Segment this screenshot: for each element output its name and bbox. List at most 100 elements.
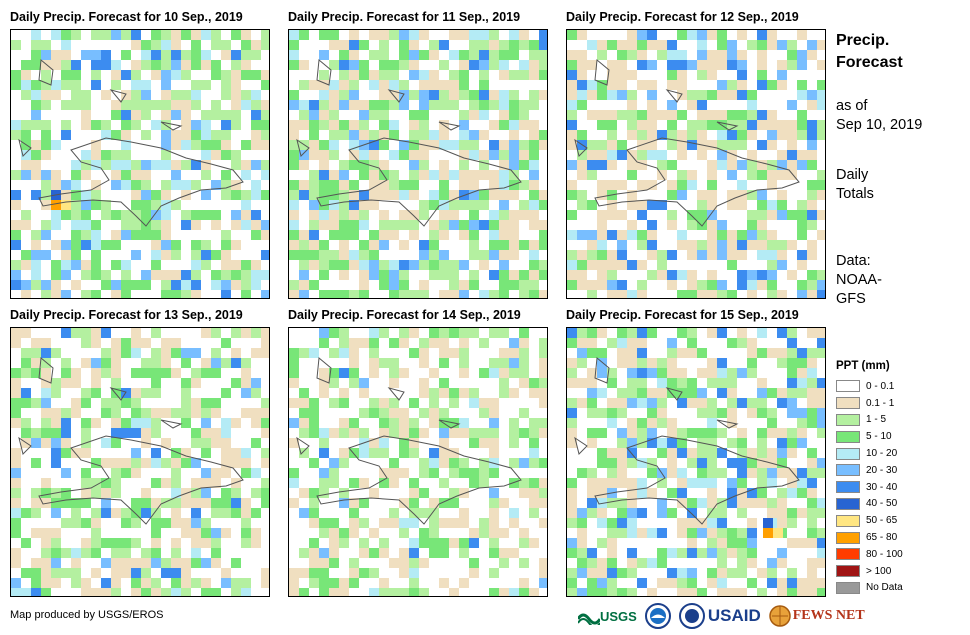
precip-cell [41, 528, 51, 538]
precip-cell [11, 588, 21, 596]
precip-cell [539, 398, 547, 408]
precip-cell [191, 260, 201, 270]
precip-cell [201, 488, 211, 498]
precip-cell [777, 150, 787, 160]
precip-cell [757, 488, 767, 498]
precip-cell [211, 110, 221, 120]
precip-cell [519, 458, 529, 468]
precip-cell [191, 488, 201, 498]
precip-cell [419, 338, 429, 348]
precip-cell [617, 260, 627, 270]
precip-cell [359, 290, 369, 298]
precip-cell [369, 408, 379, 418]
precip-cell [211, 588, 221, 596]
precip-cell [727, 160, 737, 170]
forecast-panel-1: Daily Precip. Forecast for 10 Sep., 2019 [10, 10, 270, 299]
precip-cell [261, 488, 269, 498]
precip-cell [11, 408, 21, 418]
precip-cell [21, 150, 31, 160]
precip-cell [181, 568, 191, 578]
precip-cell [727, 50, 737, 60]
precip-cell [677, 80, 687, 90]
precip-cell [241, 378, 251, 388]
precip-cell [607, 468, 617, 478]
precip-cell [101, 328, 111, 338]
precip-cell [529, 60, 539, 70]
precip-cell [667, 378, 677, 388]
precip-cell [111, 508, 121, 518]
legend-label: 50 - 65 [866, 515, 898, 527]
precip-cell [627, 418, 637, 428]
precip-cell [459, 458, 469, 468]
data-source-note: Data: NOAA- GFS [836, 252, 882, 309]
precip-cell [161, 130, 171, 140]
precip-cell [777, 80, 787, 90]
precip-cell [161, 80, 171, 90]
precip-cell [289, 120, 299, 130]
precip-cell [637, 348, 647, 358]
precip-cell [151, 558, 161, 568]
precip-cell [707, 328, 717, 338]
precip-cell [817, 210, 825, 220]
precip-cell [91, 240, 101, 250]
usaid-seal-icon [678, 603, 705, 629]
precip-cell [21, 388, 31, 398]
precip-cell [627, 30, 637, 40]
precip-cell [299, 588, 309, 596]
precip-cell [419, 50, 429, 60]
precip-cell [817, 468, 825, 478]
precip-cell [101, 150, 111, 160]
precip-cell [717, 508, 727, 518]
precip-cell [319, 378, 329, 388]
precip-cell [617, 40, 627, 50]
precip-cell [141, 180, 151, 190]
precip-cell [429, 458, 439, 468]
precip-cell [597, 220, 607, 230]
precip-cell [787, 40, 797, 50]
precip-cell [379, 448, 389, 458]
precip-cell [289, 160, 299, 170]
precip-cell [807, 220, 817, 230]
precip-cell [519, 538, 529, 548]
precip-cell [627, 230, 637, 240]
precip-cell [171, 270, 181, 280]
precip-cell [697, 70, 707, 80]
precip-cell [757, 270, 767, 280]
precip-cell [409, 190, 419, 200]
precip-cell [707, 190, 717, 200]
precip-cell [717, 130, 727, 140]
precip-cell [459, 180, 469, 190]
precip-cell [697, 388, 707, 398]
precip-cell [607, 250, 617, 260]
precip-cell [399, 368, 409, 378]
precip-cell [429, 368, 439, 378]
precip-cell [359, 60, 369, 70]
precip-cell [807, 388, 817, 398]
precip-cell [567, 280, 577, 290]
precip-cell [519, 428, 529, 438]
precip-cell [479, 338, 489, 348]
precip-cell [201, 408, 211, 418]
precip-cell [151, 210, 161, 220]
precip-cell [479, 100, 489, 110]
precip-cell [807, 180, 817, 190]
precip-cell [439, 140, 449, 150]
precip-cell [359, 170, 369, 180]
precip-cell [747, 230, 757, 240]
precip-cell [61, 40, 71, 50]
precip-cell [41, 338, 51, 348]
precip-cell [777, 428, 787, 438]
precip-cell [339, 250, 349, 260]
precip-cell [211, 348, 221, 358]
precip-cell [289, 478, 299, 488]
precip-cell [121, 140, 131, 150]
precip-cell [747, 498, 757, 508]
precip-cell [567, 60, 577, 70]
precip-cell [817, 538, 825, 548]
precip-cell [201, 428, 211, 438]
precip-cell [647, 200, 657, 210]
precip-cell [61, 448, 71, 458]
precip-cell [31, 498, 41, 508]
precip-cell [607, 40, 617, 50]
precip-cell [11, 270, 21, 280]
